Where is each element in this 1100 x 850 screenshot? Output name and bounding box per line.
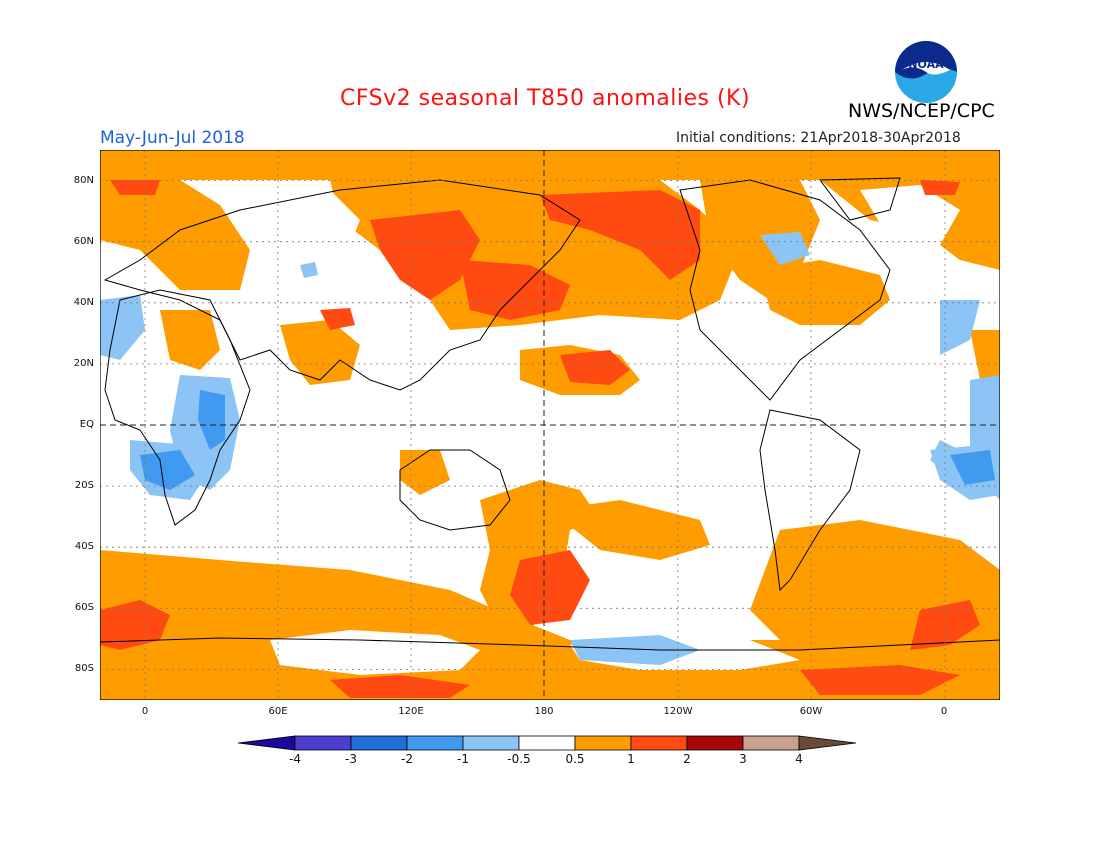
colorbar-label: -1: [457, 752, 469, 766]
lon-label: 180: [534, 706, 554, 717]
colorbar-arrow-low: [238, 735, 296, 751]
noaa-logo: NOAA: [895, 41, 957, 103]
gridlines: [100, 150, 1000, 700]
colorbar-arrow-high: [798, 735, 857, 751]
colorbar-box: [574, 735, 632, 751]
coastlines: [100, 177, 1000, 651]
colorbar-box: [630, 735, 688, 751]
lat-label: 80N: [73, 175, 94, 186]
anomaly-blue-regions: [140, 390, 995, 490]
lat-label: 40N: [73, 297, 94, 308]
colorbar-label: 2: [683, 752, 691, 766]
forecast-period: May-Jun-Jul 2018: [100, 128, 245, 148]
logo-text: NOAA: [908, 58, 944, 71]
anomaly-map: [100, 150, 1000, 700]
lon-label: 60W: [799, 706, 823, 717]
colorbar-box: [742, 735, 800, 751]
lon-label: 60E: [268, 706, 288, 717]
colorbar-label: 0.5: [565, 752, 585, 766]
colorbar-box: [406, 735, 464, 751]
colorbar-box: [686, 735, 744, 751]
anomaly-orange-regions: [100, 150, 1000, 700]
lon-label: 120W: [663, 706, 693, 717]
lat-label: 80S: [74, 663, 94, 674]
lon-label: 120E: [398, 706, 424, 717]
colorbar-label: -3: [345, 752, 357, 766]
colorbar-box: [518, 735, 576, 751]
lat-label: 20S: [74, 480, 94, 491]
lat-label: 20N: [73, 358, 94, 369]
colorbar: [238, 735, 857, 751]
map-title: CFSv2 seasonal T850 anomalies (K): [340, 86, 751, 111]
colorbar-label: 4: [795, 752, 803, 766]
colorbar-label: 3: [739, 752, 747, 766]
lon-label: 0: [141, 706, 149, 717]
colorbar-box: [294, 735, 352, 751]
lon-label: 0: [940, 706, 948, 717]
colorbar-label: 1: [627, 752, 635, 766]
lat-label: 60N: [73, 236, 94, 247]
organization-label: NWS/NCEP/CPC: [848, 100, 995, 122]
lat-label: 40S: [74, 541, 94, 552]
lat-label: EQ: [79, 419, 94, 430]
colorbar-label: -2: [401, 752, 413, 766]
equator-dateline: [100, 150, 1000, 700]
colorbar-label: -4: [289, 752, 301, 766]
initial-conditions: Initial conditions: 21Apr2018-30Apr2018: [676, 130, 961, 146]
lat-label: 60S: [74, 602, 94, 613]
colorbar-box: [350, 735, 408, 751]
colorbar-label: -0.5: [507, 752, 531, 766]
colorbar-box: [462, 735, 520, 751]
